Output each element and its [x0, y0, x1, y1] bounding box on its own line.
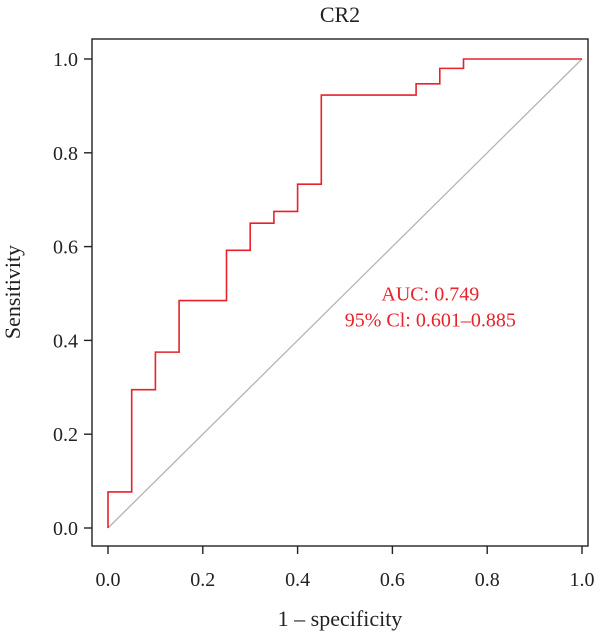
y-tick-label: 0.2	[53, 424, 78, 446]
auc-annotation: AUC: 0.749	[381, 284, 479, 306]
x-tick-label: 0.4	[285, 569, 310, 591]
series-layer	[107, 58, 582, 528]
y-tick-label: 1.0	[53, 49, 78, 71]
ci-annotation: 95% Cl: 0.601–0.885	[345, 309, 516, 331]
axes: 0.0 0.2 0.4 0.6 0.8 1.0 0.0 0.2 0.4 0.6 0.8 1.0	[53, 49, 595, 591]
y-tick-label: 0.0	[53, 518, 78, 540]
x-axis-label: 1 – specificity	[278, 606, 403, 631]
y-tick-label: 0.6	[53, 237, 78, 259]
reference-line-layer	[107, 58, 583, 529]
x-tick-label: 0.2	[190, 569, 215, 591]
x-tick-label: 1.0	[570, 569, 595, 591]
y-tick-label: 0.8	[53, 143, 78, 165]
x-tick-label: 0.8	[475, 569, 500, 591]
roc-curve-line	[107, 58, 582, 528]
chart-title: CR2	[320, 2, 360, 27]
y-axis-label: Sensitivity	[0, 245, 25, 339]
y-tick-label: 0.4	[53, 330, 78, 352]
annotation-layer: AUC: 0.749 95% Cl: 0.601–0.885	[345, 284, 516, 332]
reference-diagonal-line	[107, 58, 583, 529]
plot-frame	[91, 38, 589, 547]
x-tick-label: 0.0	[96, 569, 121, 591]
x-tick-label: 0.6	[380, 569, 405, 591]
